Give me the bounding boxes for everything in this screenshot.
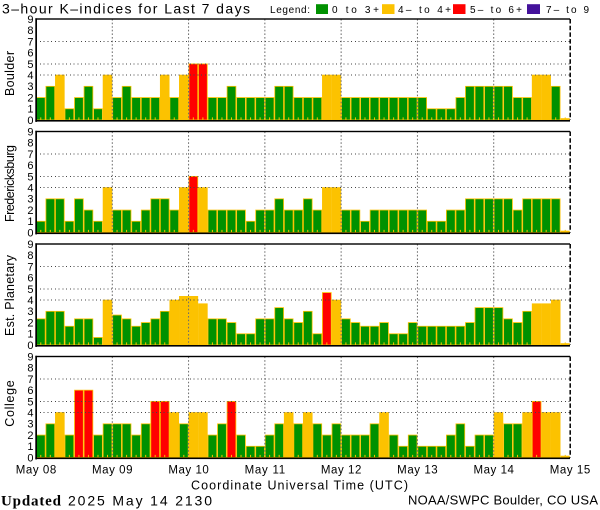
svg-text:College: College	[3, 380, 17, 427]
svg-text:4: 4	[27, 183, 33, 195]
svg-text:5: 5	[27, 171, 33, 183]
svg-text:2025 May 14 2130: 2025 May 14 2130	[68, 493, 212, 509]
svg-text:4– to 4+: 4– to 4+	[398, 5, 451, 16]
svg-text:Legend:: Legend:	[270, 5, 310, 16]
svg-text:2: 2	[27, 92, 33, 104]
svg-text:9: 9	[27, 239, 33, 251]
svg-text:May 10: May 10	[168, 465, 209, 477]
svg-text:5– to 6+: 5– to 6+	[470, 5, 522, 16]
svg-text:May 15: May 15	[550, 465, 591, 477]
svg-text:4: 4	[27, 70, 33, 82]
svg-text:7– to 9: 7– to 9	[546, 5, 589, 16]
svg-text:7: 7	[27, 36, 33, 48]
svg-text:May 08: May 08	[16, 465, 57, 477]
svg-text:Updated: Updated	[1, 494, 62, 510]
svg-text:3: 3	[27, 81, 33, 93]
svg-text:May 09: May 09	[92, 465, 133, 477]
svg-text:9: 9	[27, 126, 33, 138]
svg-text:2: 2	[27, 205, 33, 217]
svg-text:0 to 3+: 0 to 3+	[332, 5, 379, 16]
svg-text:Coordinate Universal Time (UTC: Coordinate Universal Time (UTC)	[191, 479, 408, 493]
svg-text:5: 5	[27, 284, 33, 296]
svg-text:0: 0	[27, 340, 33, 352]
svg-text:2: 2	[27, 317, 33, 329]
svg-text:9: 9	[27, 14, 33, 26]
svg-text:8: 8	[27, 25, 33, 37]
svg-text:Est. Planetary: Est. Planetary	[3, 254, 17, 336]
svg-text:2: 2	[27, 430, 33, 442]
svg-text:0: 0	[27, 452, 33, 464]
svg-text:Boulder: Boulder	[3, 51, 17, 96]
svg-text:9: 9	[27, 351, 33, 363]
svg-text:4: 4	[27, 408, 33, 420]
svg-text:0: 0	[27, 115, 33, 127]
svg-text:8: 8	[27, 363, 33, 375]
svg-text:0: 0	[27, 227, 33, 239]
svg-text:8: 8	[27, 138, 33, 150]
svg-text:3: 3	[27, 306, 33, 318]
svg-text:6: 6	[27, 48, 33, 60]
svg-text:3–hour K–indices for Last 7 da: 3–hour K–indices for Last 7 days	[2, 1, 250, 17]
svg-text:8: 8	[27, 250, 33, 262]
svg-text:6: 6	[27, 273, 33, 285]
svg-text:1: 1	[27, 104, 33, 116]
svg-text:6: 6	[27, 385, 33, 397]
svg-text:May 11: May 11	[245, 465, 286, 477]
svg-text:May 14: May 14	[473, 465, 514, 477]
svg-text:5: 5	[27, 396, 33, 408]
svg-text:7: 7	[27, 374, 33, 386]
svg-text:Fredericksburg: Fredericksburg	[3, 145, 17, 222]
svg-text:1: 1	[27, 216, 33, 228]
svg-text:NOAA/SWPC Boulder, CO USA: NOAA/SWPC Boulder, CO USA	[408, 493, 598, 508]
svg-text:1: 1	[27, 329, 33, 341]
svg-text:5: 5	[27, 59, 33, 71]
svg-text:4: 4	[27, 295, 33, 307]
svg-text:3: 3	[27, 419, 33, 431]
svg-text:1: 1	[27, 441, 33, 453]
svg-text:May 12: May 12	[321, 465, 362, 477]
svg-text:7: 7	[27, 261, 33, 273]
svg-text:6: 6	[27, 160, 33, 172]
svg-text:7: 7	[27, 149, 33, 161]
svg-text:May 13: May 13	[397, 465, 438, 477]
svg-text:3: 3	[27, 194, 33, 206]
